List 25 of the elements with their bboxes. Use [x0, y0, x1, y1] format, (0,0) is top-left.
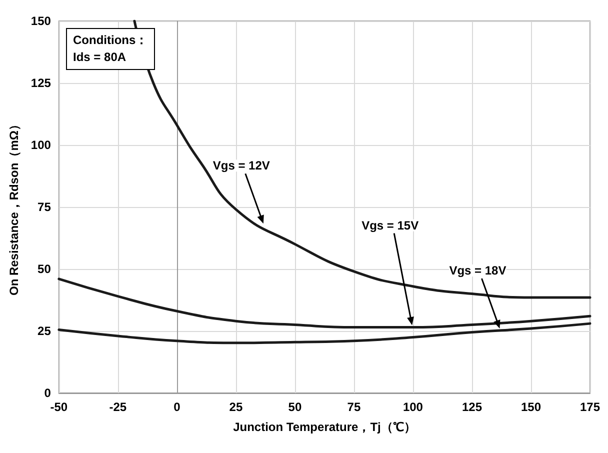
- y-tick-label: 125: [30, 76, 52, 90]
- x-tick-label: 0: [174, 400, 181, 414]
- x-tick-label: 25: [229, 400, 243, 414]
- x-tick-label: 75: [347, 400, 361, 414]
- x-tick-label: 150: [520, 400, 542, 414]
- x-tick-label: -50: [50, 400, 68, 414]
- y-tick-label: 25: [38, 324, 52, 338]
- y-tick-label: 0: [44, 386, 52, 400]
- y-tick-label: 100: [30, 138, 52, 152]
- x-tick-label: 125: [462, 400, 482, 414]
- x-tick-label: -25: [109, 400, 127, 414]
- line-series: [58, 322, 592, 344]
- x-axis-title: Junction Temperature，Tj（℃）: [233, 420, 416, 434]
- y-axis-title: On Resistance，Rdson（mΩ）: [7, 118, 21, 296]
- y-tick-label: 50: [38, 262, 52, 276]
- line-series: [58, 278, 592, 329]
- y-tick-label: 75: [38, 200, 52, 214]
- annotation: Conditions： Ids = 80A: [66, 28, 155, 70]
- x-tick-label: 175: [580, 400, 600, 414]
- x-tick-label: 100: [402, 400, 424, 414]
- text: Vgs = 15V: [362, 218, 419, 232]
- text: Vgs = 18V: [449, 263, 506, 278]
- y-tick-label: 150: [30, 14, 52, 28]
- series-label: Vgs = 12V: [212, 158, 270, 173]
- x-tick-label: 50: [288, 400, 302, 414]
